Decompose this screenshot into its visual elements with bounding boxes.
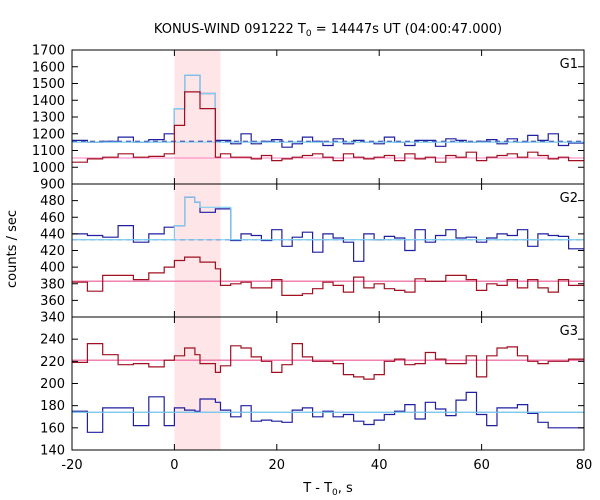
y-tick-label-G3: 200: [40, 377, 65, 392]
y-tick-label-G3: 140: [40, 444, 65, 459]
panel-frame-G3: [71, 316, 585, 451]
series-step-G1-red: [72, 91, 584, 163]
y-tick-label-G3: 220: [40, 355, 65, 370]
y-tick-label-G3: 180: [40, 399, 65, 414]
x-tick-label: 40: [371, 458, 388, 473]
panel-frame-G2: [71, 183, 585, 318]
plot-area: 90010001100120013001400150016001700G1340…: [32, 44, 592, 474]
series-step-G3-blue: [72, 391, 584, 433]
y-tick-label-G2: 440: [40, 227, 65, 242]
x-tick-label: 60: [473, 458, 490, 473]
x-tick-label: -20: [61, 458, 82, 473]
panel-label-G1: G1: [560, 57, 578, 72]
series-step-G2-blue: [72, 196, 584, 262]
y-tick-label-G3: 160: [40, 421, 65, 436]
y-tick-label-G3: 240: [40, 333, 65, 348]
y-tick-label-G2: 380: [40, 277, 65, 292]
y-tick-label-G1: 1500: [32, 77, 65, 92]
y-tick-label-G1: 1000: [32, 161, 65, 176]
y-axis-label: counts / sec: [5, 210, 20, 288]
y-tick-label-G1: 1600: [32, 60, 65, 75]
y-tick-label-G2: 400: [40, 261, 65, 276]
y-tick-label-G1: 1100: [32, 144, 65, 159]
y-tick-label-G2: 460: [40, 211, 65, 226]
series-step-G2-red: [72, 256, 584, 296]
y-tick-label-G2: 420: [40, 244, 65, 259]
y-tick-label-G2: 480: [40, 194, 65, 209]
series-step-G1-light_blue: [72, 74, 584, 143]
x-axis-label: T - T0, s: [302, 481, 353, 498]
y-tick-label-G1: 900: [40, 178, 65, 193]
y-tick-label-G2: 340: [40, 311, 65, 326]
x-tick-label: 80: [576, 458, 593, 473]
x-tick-label: 20: [269, 458, 286, 473]
chart-title: KONUS-WIND 091222 T0 = 14447s UT (04:00:…: [154, 22, 502, 39]
y-tick-label-G2: 360: [40, 294, 65, 309]
y-tick-label-G1: 1700: [32, 44, 65, 59]
y-tick-label-G1: 1300: [32, 111, 65, 126]
series-step-G1-blue: [72, 74, 584, 148]
panel-label-G2: G2: [560, 191, 578, 206]
series-step-G3-red: [72, 343, 584, 380]
panel-label-G3: G3: [560, 324, 578, 339]
burst-interval-highlight: [174, 50, 221, 450]
y-tick-label-G1: 1400: [32, 94, 65, 109]
series-step-G2-light_blue: [72, 196, 584, 241]
y-tick-label-G1: 1200: [32, 127, 65, 142]
panel-frame-G1: [71, 49, 585, 185]
x-tick-label: 0: [170, 458, 178, 473]
